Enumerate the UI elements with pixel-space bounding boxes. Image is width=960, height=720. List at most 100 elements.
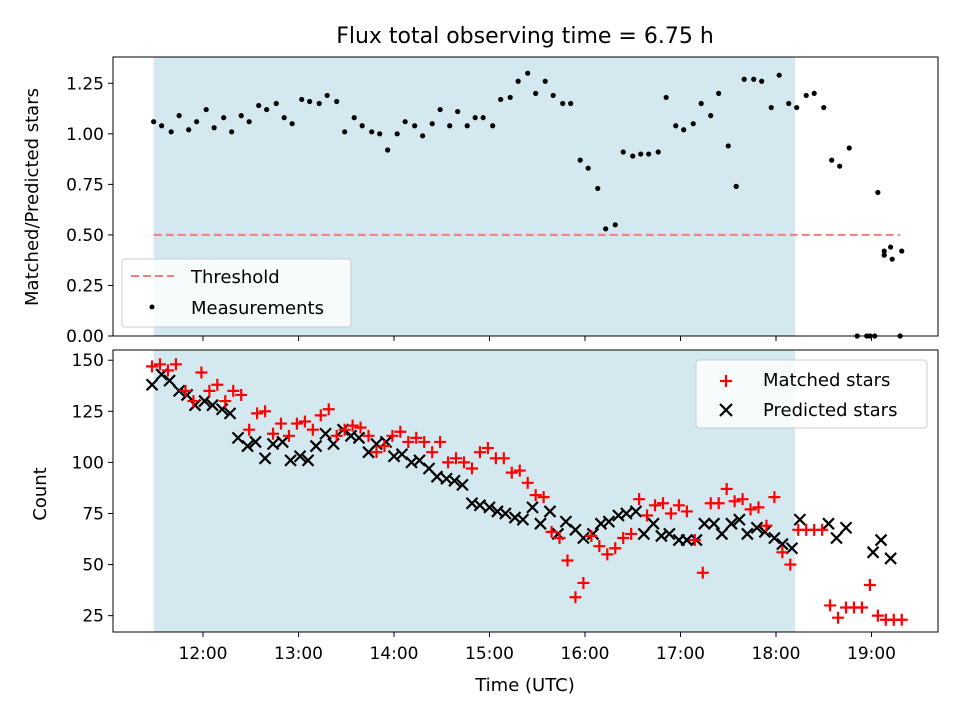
matched-star-point bbox=[625, 527, 638, 540]
matched-star-point bbox=[521, 476, 534, 489]
predicted-star-point bbox=[352, 431, 366, 445]
measurement-point bbox=[638, 151, 644, 157]
predicted-star-point bbox=[602, 515, 616, 528]
predicted-star-point bbox=[776, 537, 789, 551]
matched-star-point bbox=[418, 435, 431, 448]
predicted-star-point bbox=[750, 521, 764, 535]
measurement-point bbox=[803, 92, 809, 99]
top-legend: Threshold Measurements bbox=[121, 258, 352, 328]
measurement-point bbox=[837, 163, 843, 169]
measurement-point bbox=[585, 165, 591, 171]
predicted-star-point bbox=[198, 394, 211, 408]
measurement-point bbox=[168, 129, 174, 135]
measurement-point bbox=[211, 125, 217, 131]
matched-star-point bbox=[179, 384, 192, 397]
bottom-legend-box bbox=[695, 359, 928, 429]
matched-star-point bbox=[593, 540, 606, 553]
matched-star-point bbox=[354, 421, 367, 434]
matched-star-point bbox=[450, 452, 463, 465]
measurement-point bbox=[741, 76, 747, 82]
predicted-star-point bbox=[483, 501, 496, 514]
predicted-star-point bbox=[822, 517, 835, 530]
measurement-point bbox=[725, 143, 731, 149]
x-tick-label: 13:00 bbox=[274, 644, 323, 664]
matched-star-point bbox=[378, 440, 391, 453]
measurement-point bbox=[542, 78, 548, 84]
matched-star-point bbox=[330, 429, 343, 442]
measurement-point bbox=[221, 115, 227, 121]
matched-star-point bbox=[426, 446, 439, 459]
measurement-point bbox=[846, 145, 852, 151]
measurement-point bbox=[708, 113, 714, 119]
measurement-point bbox=[568, 100, 574, 107]
measurement-point bbox=[507, 94, 513, 101]
bottom-y-axis-label: Count bbox=[30, 467, 51, 520]
matched-star-point bbox=[712, 497, 725, 510]
predicted-star-point bbox=[258, 452, 272, 465]
matched-star-point bbox=[154, 358, 167, 371]
matched-star-point bbox=[688, 534, 701, 547]
y-tick-label: 75 bbox=[82, 504, 104, 524]
matched-star-point bbox=[306, 423, 319, 436]
matched-star-point bbox=[855, 601, 868, 614]
measurement-point bbox=[690, 121, 696, 127]
matched-star-point bbox=[251, 407, 264, 420]
measurement-point bbox=[480, 115, 486, 121]
measurement-point bbox=[655, 149, 661, 155]
predicted-star-point bbox=[577, 531, 590, 545]
bottom-legend: Matched stars Predicted stars bbox=[695, 359, 928, 429]
matched-star-point bbox=[322, 403, 335, 416]
matched-star-point bbox=[816, 523, 829, 536]
measurement-point bbox=[533, 90, 539, 96]
matched-star-point bbox=[895, 613, 908, 626]
matched-star-point bbox=[641, 509, 654, 522]
y-tick-label: 25 bbox=[82, 607, 104, 627]
measurement-point bbox=[394, 131, 400, 137]
matched-star-point bbox=[863, 579, 876, 591]
measurement-point bbox=[229, 129, 235, 135]
measurement-point bbox=[776, 72, 782, 78]
measurement-point bbox=[472, 115, 478, 121]
matched-star-point bbox=[386, 429, 399, 442]
predicted-star-point bbox=[145, 378, 159, 392]
matched-star-point bbox=[561, 554, 574, 567]
matched-star-point bbox=[728, 495, 741, 508]
measurement-point bbox=[698, 100, 704, 107]
predicted-star-point bbox=[620, 507, 633, 520]
matched-star-point bbox=[577, 576, 590, 589]
measurement-point bbox=[203, 106, 209, 113]
measurement-point bbox=[429, 121, 435, 127]
measurement-point bbox=[646, 151, 652, 157]
predicted-star-point bbox=[637, 527, 651, 541]
bottom-points-layer bbox=[145, 358, 908, 626]
measurement-point bbox=[351, 115, 357, 121]
matched-star-point bbox=[267, 427, 280, 440]
x-axis-label: Time (UTC) bbox=[474, 675, 575, 696]
y-tick-label: 0.00 bbox=[66, 327, 104, 347]
predicted-star-point bbox=[725, 517, 738, 530]
matched-star-point bbox=[720, 482, 733, 495]
matched-star-point bbox=[458, 456, 471, 469]
matched-star-point bbox=[744, 503, 757, 516]
matched-star-point bbox=[211, 378, 224, 391]
matched-star-point bbox=[752, 501, 765, 514]
measurement-point bbox=[603, 226, 609, 232]
predicted-star-point bbox=[534, 517, 547, 530]
predicted-star-point bbox=[516, 513, 530, 526]
predicted-star-point bbox=[874, 533, 888, 547]
matched-star-point bbox=[346, 419, 359, 432]
measurement-point bbox=[159, 123, 165, 129]
matched-star-point bbox=[434, 435, 447, 448]
measurement-point bbox=[342, 129, 348, 135]
x-tick-label: 14:00 bbox=[370, 644, 419, 664]
predicted-star-point bbox=[866, 546, 880, 559]
matched-star-point bbox=[235, 388, 248, 401]
measurement-point bbox=[681, 127, 687, 133]
measurement-point bbox=[881, 248, 887, 254]
predicted-star-point bbox=[629, 505, 643, 518]
measurement-point bbox=[455, 108, 461, 115]
matched-star-point bbox=[362, 429, 375, 442]
predicted-star-point bbox=[430, 470, 444, 483]
predicted-star-point bbox=[172, 384, 186, 398]
measurement-point bbox=[420, 133, 426, 139]
